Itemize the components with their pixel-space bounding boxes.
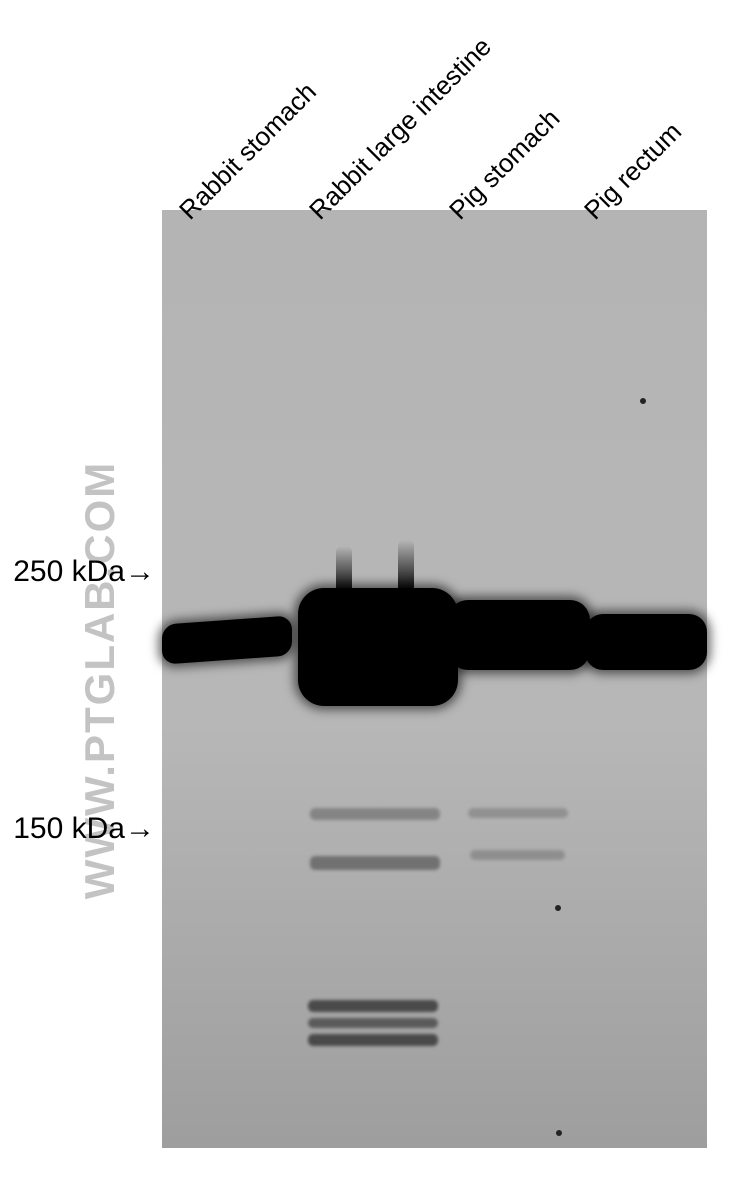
faint-band-1 <box>310 808 440 820</box>
band-lane-4 <box>585 614 707 670</box>
faint-band-5 <box>308 1000 438 1012</box>
mw-label-1: 250 kDa→ <box>13 555 155 589</box>
mw-label-2: 150 kDa→ <box>13 812 155 846</box>
faint-band-6 <box>308 1018 438 1028</box>
lane-label-3: Pig stomach <box>443 103 566 226</box>
speck-1 <box>640 398 646 404</box>
faint-band-4 <box>470 850 565 860</box>
speck-3 <box>556 1130 562 1136</box>
faint-band-3 <box>468 808 568 818</box>
faint-band-7 <box>308 1034 438 1046</box>
faint-band-2 <box>310 856 440 870</box>
speck-2 <box>555 905 561 911</box>
band-lane-3 <box>448 600 590 670</box>
lane-label-1: Rabbit stomach <box>173 76 323 226</box>
band-lane-2 <box>298 588 458 706</box>
